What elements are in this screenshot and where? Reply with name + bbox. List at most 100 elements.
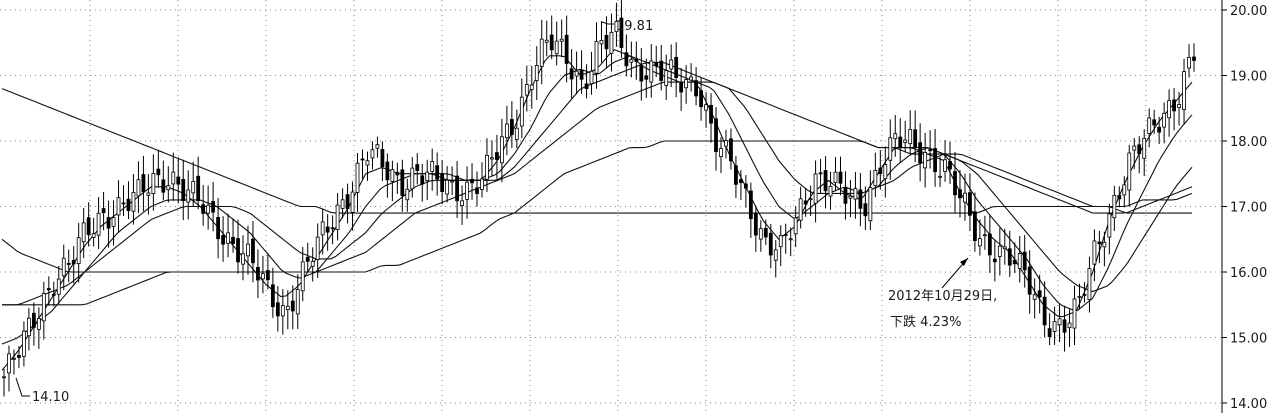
candle-body [1062,319,1067,333]
candle-body [943,159,947,172]
candle-body [629,59,634,63]
candle [1152,109,1157,134]
candle [395,162,400,194]
candle-body [1042,296,1047,326]
candle [504,105,509,156]
candle [908,110,913,155]
candle-body [31,312,36,328]
candle [808,185,813,216]
candle [654,45,659,77]
candle [470,163,474,200]
candle-body [634,58,639,62]
candle [1122,176,1127,208]
candle [719,137,723,174]
candle-body [1067,322,1072,329]
candle [41,281,46,340]
candle [614,2,619,47]
candle [1167,89,1172,137]
candle-body [654,62,659,67]
candle-body [270,284,275,308]
candle [863,186,868,231]
candle [415,153,420,185]
low-annotation: 14.10 [15,377,69,405]
candle [664,54,669,101]
candle [370,141,375,170]
candle [734,155,738,198]
candle-body [589,70,594,85]
candle [186,170,191,220]
candle [574,51,579,95]
candle-body [410,167,415,190]
candle-body [614,21,619,33]
candle [146,174,151,215]
candle-body [12,357,16,360]
candle [490,140,494,176]
candle [669,44,674,88]
candle [609,13,614,72]
candle [758,220,763,252]
candle-body [739,179,743,183]
candle [7,345,11,392]
candle-body [181,179,186,202]
candle [261,255,265,294]
candle [649,44,654,98]
candle [893,115,898,157]
candle-body [599,39,604,45]
candle [36,307,41,350]
candle [201,185,206,226]
candle [290,285,295,330]
candle-body [81,222,86,243]
candle-body [938,175,942,178]
candle [420,163,425,202]
candle-body [798,198,803,221]
candle-body [325,226,330,233]
candle-body [460,200,464,206]
candle [818,158,823,194]
candle-body [803,200,808,205]
candle [1072,285,1077,346]
candle-body [1137,144,1142,155]
candle [923,132,928,188]
candle [798,186,803,229]
candle [659,44,664,91]
candle [997,227,1002,276]
candle-body [480,178,484,190]
candle [554,21,559,66]
candle [236,219,240,274]
candle-body [873,170,878,187]
candle [982,215,987,250]
candle-body [201,204,206,214]
candle-body [1012,259,1017,265]
candle-body [509,119,514,135]
candle [753,205,758,252]
candle-body [704,104,708,111]
candle [116,180,121,232]
candle [500,118,504,183]
candle-body [1157,126,1162,133]
candle [385,153,390,198]
candle-body [1142,137,1147,159]
candle-body [649,60,654,83]
candle-body [823,170,828,192]
candle-body [838,171,843,184]
candle [639,48,644,101]
candle-body [375,144,380,149]
candle-body [1092,240,1097,265]
candle-body [679,82,684,93]
candle [91,217,96,247]
candle-body [763,227,768,238]
candle [265,253,270,290]
candle-body [26,317,31,337]
candle-body [1192,56,1196,61]
candle-body [529,84,534,90]
candle [694,67,698,106]
candle-body [982,234,987,237]
candle [579,50,584,94]
candle-body [295,289,300,315]
candle-body [1112,194,1117,219]
candle-body [206,204,211,214]
candle-body [246,243,250,257]
candle-body [211,201,216,213]
candle-body [699,90,703,108]
